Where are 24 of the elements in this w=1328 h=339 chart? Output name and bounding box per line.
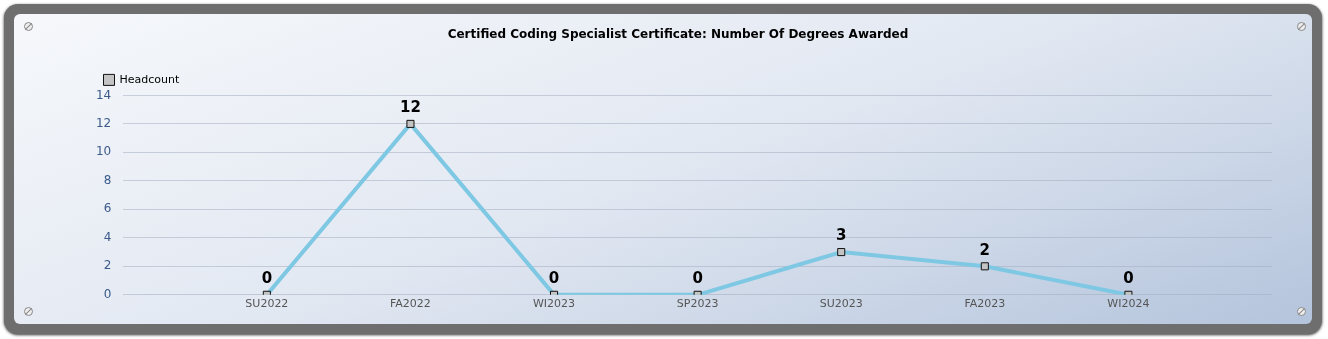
data-label: 12 (400, 98, 421, 117)
data-label: 0 (261, 269, 273, 288)
data-label: 0 (692, 269, 703, 288)
y-tick-label: 6 (103, 201, 112, 216)
x-tick-label: FA2022 (390, 297, 431, 311)
data-label: 3 (836, 226, 847, 245)
y-tick-label: 10 (95, 144, 112, 159)
x-tick-label: SU2022 (245, 297, 289, 311)
y-tick-label: 2 (103, 258, 112, 273)
data-label: 0 (548, 269, 560, 288)
y-tick-label: 14 (95, 87, 112, 102)
data-label: 2 (979, 240, 991, 259)
x-tick-label: FA2023 (964, 297, 1006, 311)
legend-label: Headcount (119, 72, 180, 86)
y-tick-label: 0 (103, 286, 112, 301)
x-tick-label: WI2024 (1107, 297, 1150, 311)
chart-title: Certified Coding Specialist Certificate: Number Of Degrees Awarded (447, 27, 909, 42)
x-tick-label: SU2023 (819, 297, 863, 311)
data-label: 0 (1123, 269, 1134, 288)
y-tick-label: 12 (95, 116, 112, 131)
y-tick-label: 8 (103, 172, 112, 187)
x-tick-label: SP2023 (676, 297, 719, 311)
x-tick-label: WI2023 (532, 297, 576, 311)
y-tick-label: 4 (103, 229, 112, 244)
